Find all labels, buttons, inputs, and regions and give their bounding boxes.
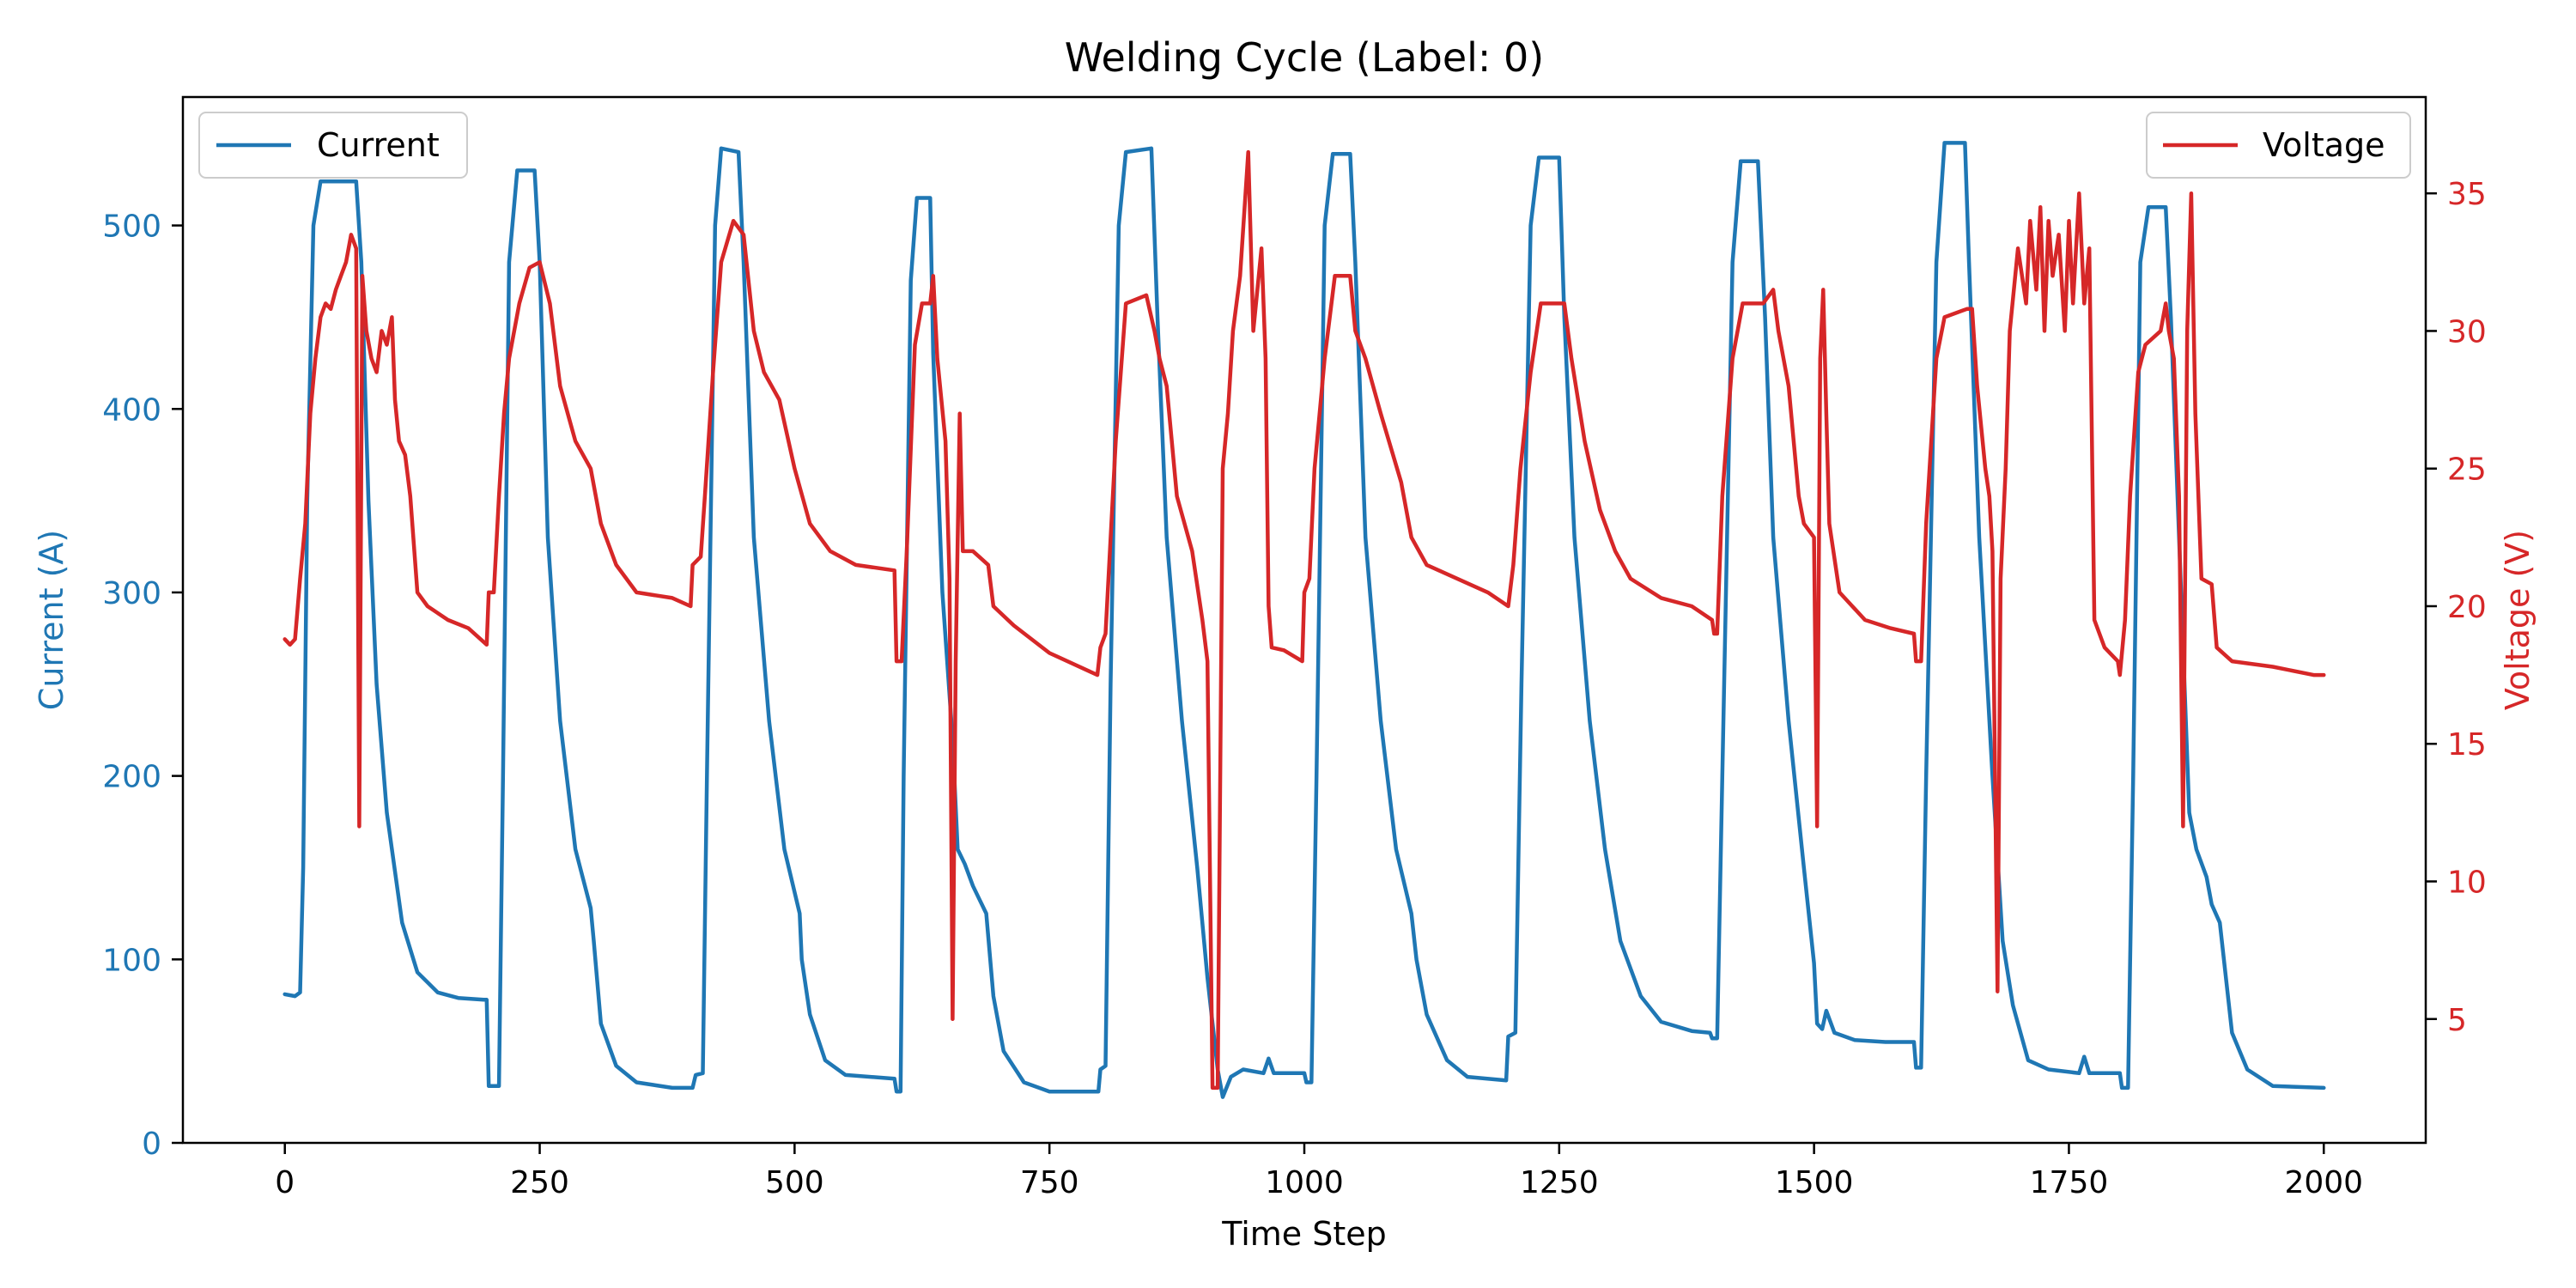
- x-tick-label: 0: [275, 1165, 295, 1200]
- y-left-tick-label: 0: [142, 1127, 161, 1162]
- series-line-current: [283, 141, 2326, 1099]
- y-axis-left-label: Current (A): [33, 530, 70, 710]
- x-tick-label: 250: [510, 1165, 569, 1200]
- y-right-tick-label: 15: [2447, 727, 2487, 762]
- y-left-tick-label: 300: [102, 576, 161, 611]
- y-right-tick-label: 25: [2447, 453, 2487, 488]
- y-right-tick-label: 5: [2447, 1003, 2467, 1038]
- legend-current-box: [198, 112, 468, 179]
- y-right-tick-label: 30: [2447, 314, 2487, 349]
- y-axis-right: 5 10 15 20 25 30 35: [2426, 177, 2487, 1038]
- legend-voltage-box: [2146, 112, 2411, 179]
- legend-current: Current: [198, 112, 468, 179]
- series-line-voltage: [283, 149, 2326, 1091]
- y-left-tick-label: 200: [102, 760, 161, 795]
- x-tick-label: 500: [765, 1165, 824, 1200]
- x-tick-label: 2000: [2284, 1165, 2363, 1200]
- y-left-tick-label: 400: [102, 392, 161, 428]
- y-right-tick-label: 20: [2447, 590, 2487, 625]
- legend-current-label: Current: [317, 126, 440, 164]
- y-left-tick-label: 100: [102, 943, 161, 978]
- x-tick-label: 750: [1020, 1165, 1079, 1200]
- x-tick-label: 1000: [1265, 1165, 1344, 1200]
- x-tick-label: 1750: [2030, 1165, 2109, 1200]
- y-axis-right-label: Voltage (V): [2499, 530, 2537, 710]
- legend-voltage-label: Voltage: [2263, 126, 2385, 164]
- x-tick-label: 1250: [1520, 1165, 1599, 1200]
- series-layer: [283, 141, 2326, 1099]
- y-right-tick-label: 10: [2447, 866, 2487, 901]
- chart-title: Welding Cycle (Label: 0): [1065, 34, 1545, 81]
- y-axis-left: 0 100 200 300 400 500: [102, 210, 183, 1162]
- legend-voltage: Voltage: [2146, 112, 2411, 179]
- x-axis: 0 250 500 750 1000 1250 1500 1750 2000: [275, 1143, 2363, 1200]
- x-tick-label: 1500: [1775, 1165, 1854, 1200]
- y-left-tick-label: 500: [102, 210, 161, 245]
- x-axis-label: Time Step: [1221, 1215, 1387, 1253]
- y-right-tick-label: 35: [2447, 177, 2487, 212]
